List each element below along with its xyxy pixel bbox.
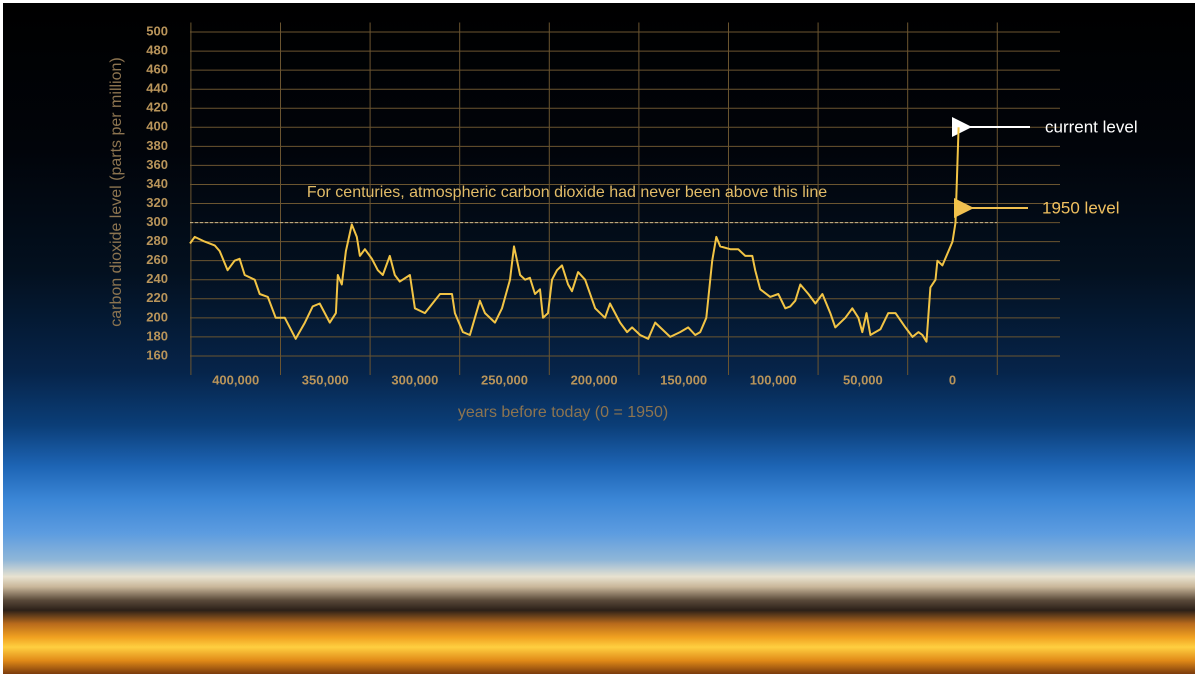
y-tick-label: 300	[146, 214, 168, 229]
y-tick-label: 260	[146, 252, 168, 267]
x-tick-label: 300,000	[391, 372, 438, 387]
annotation: 1950 level	[1042, 198, 1120, 217]
y-tick-label: 360	[146, 157, 168, 172]
y-tick-label: 160	[146, 347, 168, 362]
y-tick-label: 320	[146, 195, 168, 210]
y-tick-label: 200	[146, 309, 168, 324]
y-tick-label: 340	[146, 176, 168, 191]
y-tick-label: 480	[146, 43, 168, 58]
y-tick-label: 420	[146, 100, 168, 115]
x-tick-label: 400,000	[212, 372, 259, 387]
background-photo	[3, 3, 1195, 674]
x-tick-label: 200,000	[571, 372, 618, 387]
data-line	[189, 127, 960, 343]
y-tick-label: 280	[146, 233, 168, 248]
annotation: current level	[1045, 117, 1138, 136]
y-tick-label: 220	[146, 290, 168, 305]
y-tick-label: 500	[146, 23, 168, 38]
x-tick-label: 100,000	[750, 372, 797, 387]
annotation: For centuries, atmospheric carbon dioxid…	[307, 184, 827, 201]
x-tick-label: 50,000	[843, 372, 883, 387]
y-tick-label: 440	[146, 81, 168, 96]
x-tick-label: 0	[949, 372, 956, 387]
y-axis-label: carbon dioxide level (parts per million)	[108, 57, 125, 326]
x-tick-label: 250,000	[481, 372, 528, 387]
y-tick-label: 460	[146, 62, 168, 77]
x-tick-label: 350,000	[302, 372, 349, 387]
x-tick-label: 150,000	[660, 372, 707, 387]
y-tick-label: 380	[146, 138, 168, 153]
y-tick-label: 240	[146, 271, 168, 286]
y-tick-label: 180	[146, 328, 168, 343]
x-axis-label: years before today (0 = 1950)	[458, 404, 668, 421]
y-tick-label: 400	[146, 119, 168, 134]
